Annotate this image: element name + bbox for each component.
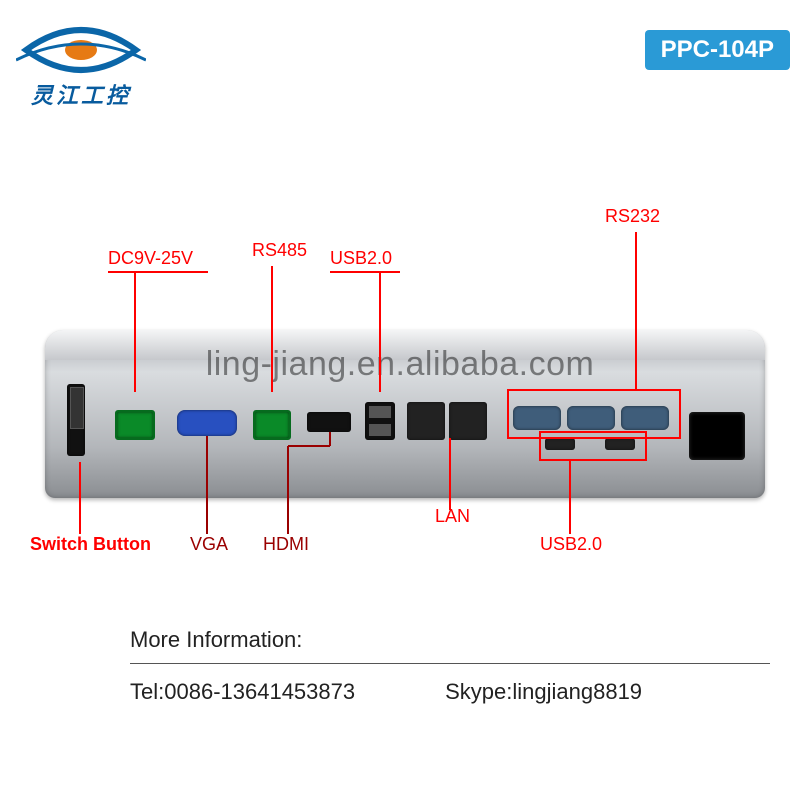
label-vga: VGA — [190, 534, 228, 555]
port-hdmi — [307, 412, 351, 432]
info-tel: Tel:0086-13641453873 — [130, 674, 355, 709]
info-skype: Skype:lingjiang8819 — [445, 674, 642, 709]
label-usb-top: USB2.0 — [330, 248, 392, 269]
label-rs485: RS485 — [252, 240, 307, 261]
label-lan: LAN — [435, 506, 470, 527]
info-header: More Information: — [130, 622, 770, 657]
port-lan1 — [407, 402, 445, 440]
port-switch — [67, 384, 85, 456]
brand-name-cn: 灵江工控 — [6, 78, 156, 110]
eye-logo-icon — [16, 20, 146, 80]
skype-label: Skype: — [445, 679, 512, 704]
info-block: More Information: Tel:0086-13641453873 S… — [130, 622, 770, 709]
label-hdmi: HDMI — [263, 534, 309, 555]
port-rs232-c — [621, 406, 669, 430]
port-rs485 — [253, 410, 291, 440]
info-row: Tel:0086-13641453873 Skype:lingjiang8819 — [130, 674, 770, 709]
port-rs232-a — [513, 406, 561, 430]
tel-label: Tel: — [130, 679, 164, 704]
port-vga — [177, 410, 237, 436]
port-usb-b1 — [545, 438, 575, 450]
port-lan2 — [449, 402, 487, 440]
port-dc — [115, 410, 155, 440]
port-usb-b2 — [605, 438, 635, 450]
tel-value: 0086-13641453873 — [164, 679, 355, 704]
model-badge: PPC-104P — [645, 30, 790, 70]
label-usb-bottom: USB2.0 — [540, 534, 602, 555]
info-divider — [130, 663, 770, 664]
model-badge-text: PPC-104P — [661, 36, 774, 63]
brand-logo: 灵江工控 — [6, 20, 156, 110]
label-dc: DC9V-25V — [108, 248, 193, 269]
port-rs232-b — [567, 406, 615, 430]
label-rs232: RS232 — [605, 206, 660, 227]
device-body — [45, 330, 765, 498]
port-cutout — [689, 412, 745, 460]
port-row — [45, 378, 765, 466]
skype-value: lingjiang8819 — [512, 679, 642, 704]
port-usb-stack — [365, 402, 395, 440]
label-switch: Switch Button — [30, 534, 151, 555]
page-root: PPC-104P 灵江工控 ling-jiang.en. — [0, 0, 800, 800]
